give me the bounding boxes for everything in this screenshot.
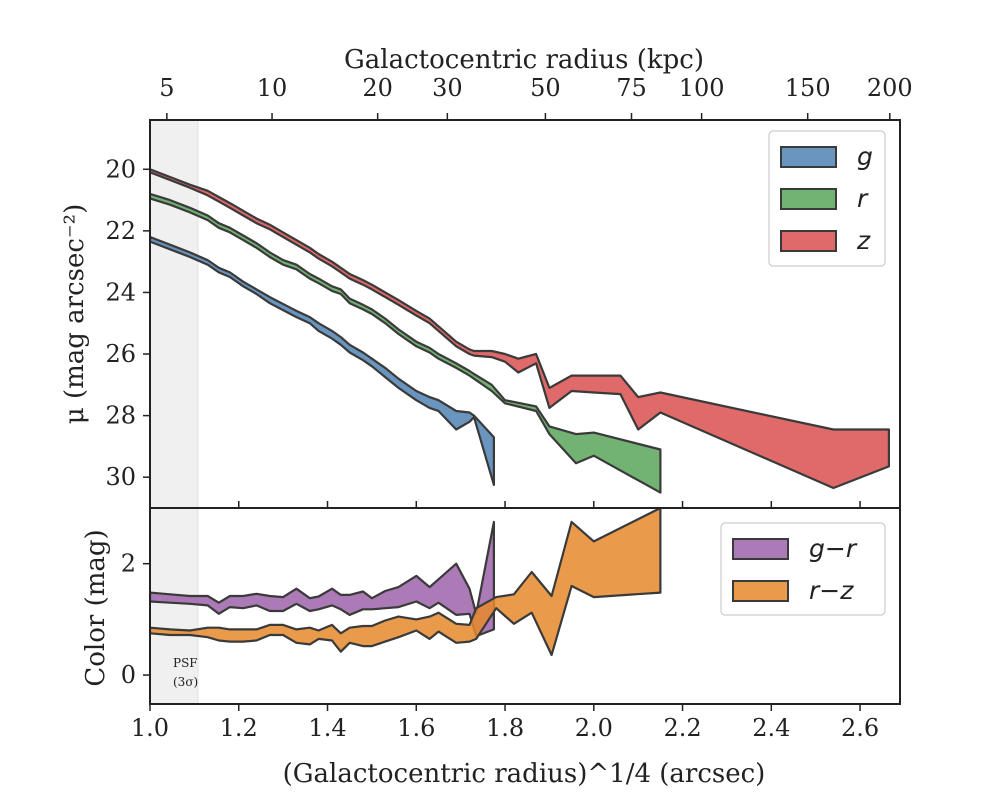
y-tick-label: 26 xyxy=(105,340,136,368)
y-tick-label: 24 xyxy=(105,278,136,306)
legend-label-2: z xyxy=(856,226,871,255)
y-tick-label: 20 xyxy=(105,155,136,183)
top-x-tick-label: 75 xyxy=(616,74,647,102)
y-axis-label-top: μ (mag arcsec⁻²) xyxy=(60,204,90,424)
top-x-tick-label: 30 xyxy=(432,74,463,102)
x-tick-label: 1.2 xyxy=(220,714,258,742)
x-tick-label: 1.4 xyxy=(308,714,346,742)
legend-swatch-0 xyxy=(780,146,837,168)
top-x-tick-label: 20 xyxy=(362,74,393,102)
legend-swatch-2 xyxy=(780,230,837,252)
x-tick-label: 2.2 xyxy=(663,714,701,742)
psf-annotation: PSF xyxy=(173,656,198,670)
surface-brightness-panel: 5 10 20 30 50 75 100 150 200 20 22 24 26 28 30 grz xyxy=(105,74,913,509)
legend-label-1: r xyxy=(857,184,869,213)
color-panel: PSF (3σ) 1.0 1.2 1.4 1.6 1.8 2.0 2.2 2.4 2.6 0 2 g−r r… xyxy=(121,507,901,742)
x-tick-label: 2.6 xyxy=(841,714,879,742)
y-tick-label: 30 xyxy=(105,463,136,491)
top-x-tick-label: 100 xyxy=(679,74,725,102)
legend-label-0: g xyxy=(857,142,873,171)
psf-annotation-sigma: (3σ) xyxy=(173,675,198,689)
x-axis-label: (Galactocentric radius)^1/4 (arcsec) xyxy=(283,759,766,789)
color-y-tick-label: 2 xyxy=(121,550,136,578)
top-x-tick-label: 5 xyxy=(159,74,174,102)
x-tick-label: 1.6 xyxy=(397,714,435,742)
x-tick-label: 2.4 xyxy=(752,714,790,742)
band-z xyxy=(150,168,890,490)
top-x-axis-label: Galactocentric radius (kpc) xyxy=(344,45,704,75)
x-tick-label: 1.8 xyxy=(486,714,524,742)
top-x-tick-label: 10 xyxy=(257,74,288,102)
top-x-tick-label: 50 xyxy=(530,74,561,102)
top-x-tick-label: 150 xyxy=(785,74,831,102)
legend-label-0: g−r xyxy=(809,534,858,563)
color-y-tick-label: 0 xyxy=(121,661,136,689)
y-tick-label: 28 xyxy=(105,402,136,430)
band-g xyxy=(150,235,495,486)
band-g-minus-r xyxy=(150,520,495,638)
y-tick-label: 22 xyxy=(105,217,136,245)
band-r-minus-z xyxy=(150,508,662,657)
axis-labels: Galactocentric radius (kpc) μ (mag arcse… xyxy=(60,45,765,789)
legend-swatch-1 xyxy=(732,580,789,602)
legend-label-1: r−z xyxy=(809,576,854,605)
x-tick-label: 1.0 xyxy=(131,714,169,742)
x-tick-label: 2.0 xyxy=(575,714,613,742)
top-x-tick-label: 200 xyxy=(867,74,913,102)
band-r xyxy=(150,192,662,494)
bottom-panel-frame xyxy=(149,507,901,705)
legend-swatch-1 xyxy=(780,188,837,210)
y-axis-label-bottom: Color (mag) xyxy=(81,529,111,686)
legend-swatch-0 xyxy=(732,538,789,560)
